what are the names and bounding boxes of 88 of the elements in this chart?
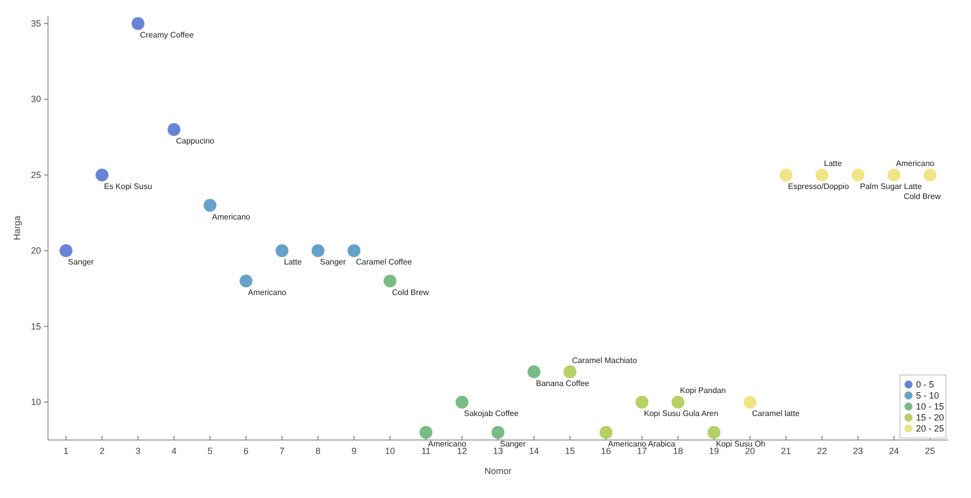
annotation: Kopi Pandan <box>680 386 726 396</box>
y-axis-title: Harga <box>12 216 22 240</box>
annotation: Cold Brew <box>904 192 941 201</box>
y-tick-label: 20 <box>30 246 41 256</box>
annotation: Sanger <box>320 258 346 267</box>
point <box>780 168 792 182</box>
annotation: Cappucino <box>176 136 215 146</box>
point <box>312 244 324 258</box>
y-tick-label: 15 <box>30 321 41 332</box>
x-tick-label: 10 <box>384 446 396 456</box>
annotation: Creamy Coffee <box>140 30 194 40</box>
annotation: Americano <box>896 159 935 168</box>
annotation: Kopi Susu Oh <box>716 439 766 448</box>
x-tick-label: 12 <box>456 446 468 456</box>
annotation: Latte <box>824 159 842 168</box>
legend-label: 20 - 25 <box>916 424 944 434</box>
x-tick-label: 21 <box>780 446 792 456</box>
point <box>384 274 396 288</box>
annotation: Es Kopi Susu <box>104 182 152 191</box>
x-axis-title: Nomor <box>484 466 512 476</box>
point <box>924 168 936 182</box>
x-tick-label: 11 <box>421 446 431 456</box>
point <box>492 426 504 439</box>
annotation: Palm Sugar Latte <box>860 182 922 191</box>
x-tick-label: 4 <box>171 446 177 456</box>
x-tick-label: 19 <box>708 446 720 456</box>
point <box>600 426 612 439</box>
legend-label: 10 - 15 <box>916 402 944 412</box>
x-tick-label: 20 <box>744 446 756 456</box>
x-tick-label: 17 <box>636 446 648 456</box>
point <box>204 198 216 212</box>
x-tick-label: 22 <box>816 446 828 456</box>
point <box>348 244 360 258</box>
point <box>60 244 72 258</box>
x-tick-label: 8 <box>315 446 321 456</box>
y-tick-label: 10 <box>30 397 41 408</box>
annotation: Sanger <box>500 439 526 448</box>
annotation: Caramel latte <box>752 409 800 418</box>
annotation: Banana Coffee <box>536 378 590 388</box>
point <box>816 168 828 182</box>
point <box>708 426 720 439</box>
legend-label: 0 - 5 <box>916 380 934 390</box>
annotation: Americano <box>248 288 287 297</box>
x-tick-label: 3 <box>135 446 141 456</box>
point <box>132 17 144 30</box>
x-tick-label: 2 <box>99 446 105 456</box>
point <box>96 168 108 182</box>
point <box>636 396 648 409</box>
point <box>528 365 540 378</box>
legend-label: 15 - 20 <box>916 412 944 422</box>
annotation: Kopi Susu Gula Aren <box>644 409 718 418</box>
annotation: Americano Arabica <box>608 439 676 448</box>
y-tick-label: 30 <box>30 94 41 104</box>
annotation: Americano <box>212 212 251 222</box>
point <box>240 274 252 288</box>
annotation: Cold Brew <box>392 288 430 297</box>
point <box>420 426 432 439</box>
y-tick-label: 25 <box>30 170 41 180</box>
x-tick-label: 13 <box>492 446 504 456</box>
annotation: Sanger <box>68 258 94 267</box>
point <box>672 396 684 409</box>
legend-label: 5 - 10 <box>916 390 940 400</box>
x-tick-label: 18 <box>672 446 684 456</box>
point <box>852 168 864 182</box>
point <box>564 365 576 378</box>
annotation: Espresso/Doppio <box>788 182 850 191</box>
annotation: Caramel Machiato <box>572 356 638 365</box>
annotation: Latte <box>284 258 302 267</box>
x-tick-label: 25 <box>924 446 936 456</box>
point <box>276 244 288 258</box>
point <box>744 396 756 409</box>
annotation: Caramel Coffee <box>356 258 412 267</box>
x-tick-label: 1 <box>63 446 69 456</box>
point <box>456 396 468 409</box>
x-tick-label: 9 <box>351 446 357 456</box>
y-tick-label: 35 <box>30 18 41 28</box>
x-tick-label: 16 <box>600 446 612 456</box>
point <box>888 168 900 182</box>
x-tick-label: 5 <box>207 446 213 456</box>
x-tick-label: 6 <box>243 446 249 456</box>
x-tick-label: 24 <box>888 446 900 456</box>
x-tick-label: 23 <box>852 446 864 456</box>
x-tick-label: 14 <box>528 446 540 456</box>
x-tick-label: 15 <box>564 446 576 456</box>
annotation: Americano <box>428 439 467 448</box>
point <box>168 123 180 136</box>
x-tick-label: 7 <box>279 446 285 456</box>
annotation: Sakojab Coffee <box>464 409 520 418</box>
